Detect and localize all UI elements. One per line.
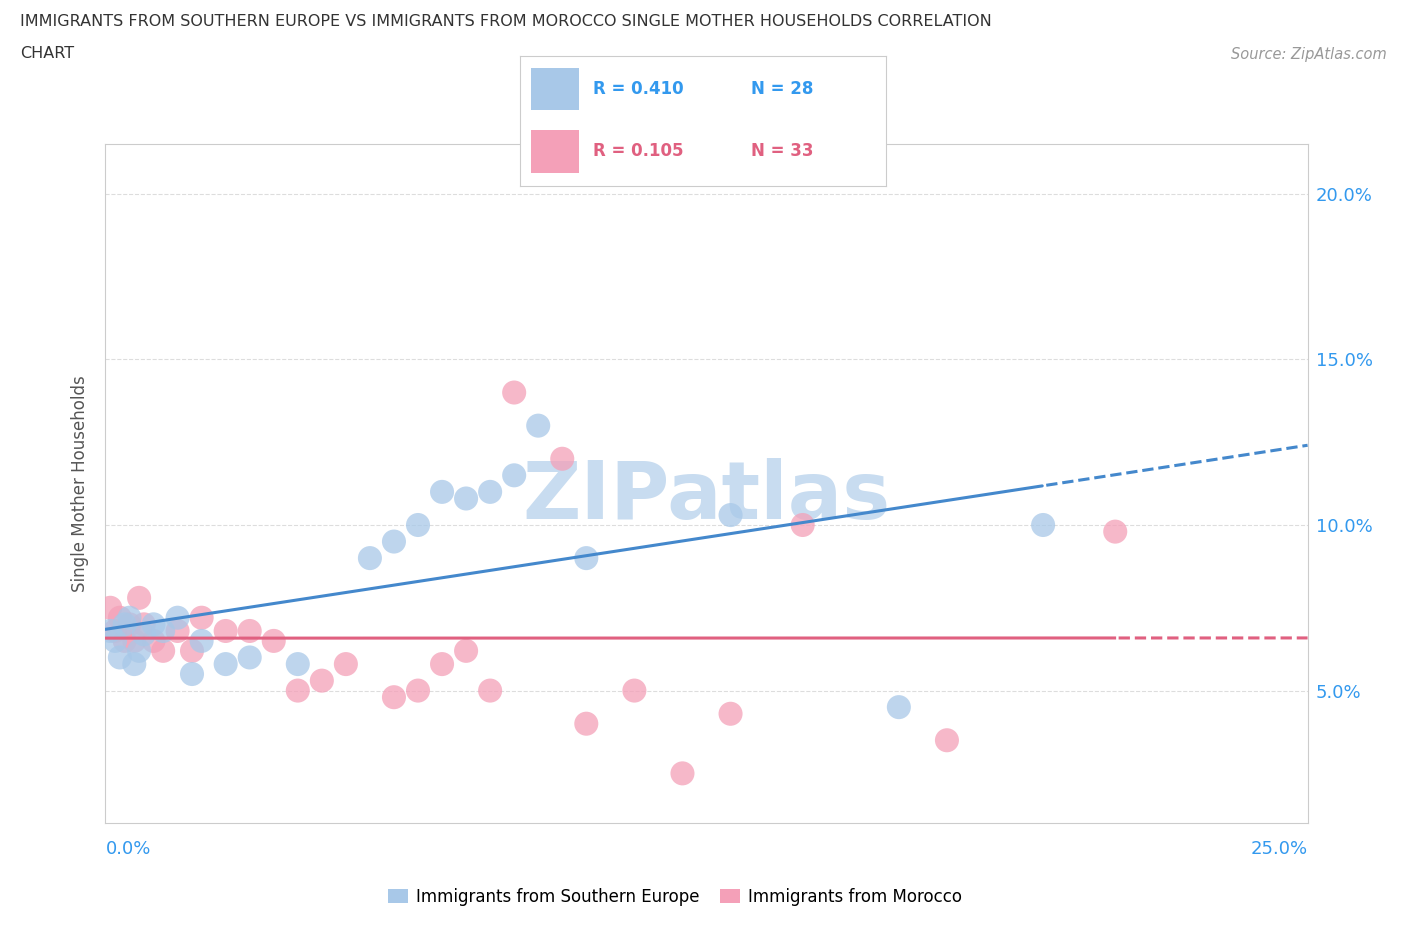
Text: R = 0.410: R = 0.410 — [593, 80, 683, 98]
Point — [104, 623, 127, 638]
Point — [720, 706, 742, 721]
Point — [671, 766, 693, 781]
Point — [1032, 518, 1054, 533]
Point — [575, 551, 598, 565]
Point — [128, 591, 150, 605]
Text: Source: ZipAtlas.com: Source: ZipAtlas.com — [1230, 46, 1386, 61]
Point — [108, 610, 131, 625]
Point — [104, 633, 127, 648]
Bar — [531, 68, 579, 111]
Text: N = 28: N = 28 — [751, 80, 813, 98]
Point — [114, 633, 136, 648]
Text: IMMIGRANTS FROM SOUTHERN EUROPE VS IMMIGRANTS FROM MOROCCO SINGLE MOTHER HOUSEHO: IMMIGRANTS FROM SOUTHERN EUROPE VS IMMIG… — [20, 14, 991, 29]
Text: N = 33: N = 33 — [751, 142, 813, 161]
Point — [503, 468, 526, 483]
Point — [430, 485, 453, 499]
Point — [382, 534, 405, 549]
Point — [359, 551, 381, 565]
Point — [142, 633, 165, 648]
Point — [887, 699, 910, 714]
Point — [551, 451, 574, 466]
Point — [214, 657, 236, 671]
Point — [792, 518, 814, 533]
Point — [720, 508, 742, 523]
Point — [936, 733, 959, 748]
Point — [132, 627, 155, 642]
Point — [454, 644, 477, 658]
Text: R = 0.105: R = 0.105 — [593, 142, 683, 161]
Point — [454, 491, 477, 506]
Point — [114, 617, 136, 631]
Point — [239, 650, 262, 665]
Point — [311, 673, 333, 688]
Point — [239, 623, 262, 638]
Point — [128, 644, 150, 658]
Point — [166, 610, 188, 625]
Point — [406, 518, 429, 533]
Point — [214, 623, 236, 638]
Point — [152, 623, 174, 638]
Point — [132, 617, 155, 631]
Text: CHART: CHART — [20, 46, 73, 61]
Point — [287, 684, 309, 698]
Point — [108, 650, 131, 665]
Point — [124, 657, 146, 671]
Point — [527, 418, 550, 433]
Bar — [531, 130, 579, 173]
Point — [335, 657, 357, 671]
Point — [430, 657, 453, 671]
Point — [479, 485, 502, 499]
Point — [181, 667, 204, 682]
Point — [190, 633, 212, 648]
Point — [406, 684, 429, 698]
Point — [166, 623, 188, 638]
Y-axis label: Single Mother Households: Single Mother Households — [72, 375, 90, 592]
Point — [118, 610, 141, 625]
Text: 0.0%: 0.0% — [105, 840, 150, 857]
Legend: Immigrants from Southern Europe, Immigrants from Morocco: Immigrants from Southern Europe, Immigra… — [381, 881, 969, 912]
Point — [479, 684, 502, 698]
Point — [124, 633, 146, 648]
Point — [190, 610, 212, 625]
Point — [181, 644, 204, 658]
Point — [98, 623, 121, 638]
Point — [152, 644, 174, 658]
Text: 25.0%: 25.0% — [1250, 840, 1308, 857]
Text: ZIPatlas: ZIPatlas — [523, 458, 890, 537]
Point — [263, 633, 285, 648]
Point — [118, 617, 141, 631]
Point — [382, 690, 405, 705]
Point — [575, 716, 598, 731]
Point — [287, 657, 309, 671]
Point — [98, 601, 121, 616]
Point — [142, 617, 165, 631]
Point — [503, 385, 526, 400]
Point — [1104, 525, 1126, 539]
Point — [623, 684, 645, 698]
